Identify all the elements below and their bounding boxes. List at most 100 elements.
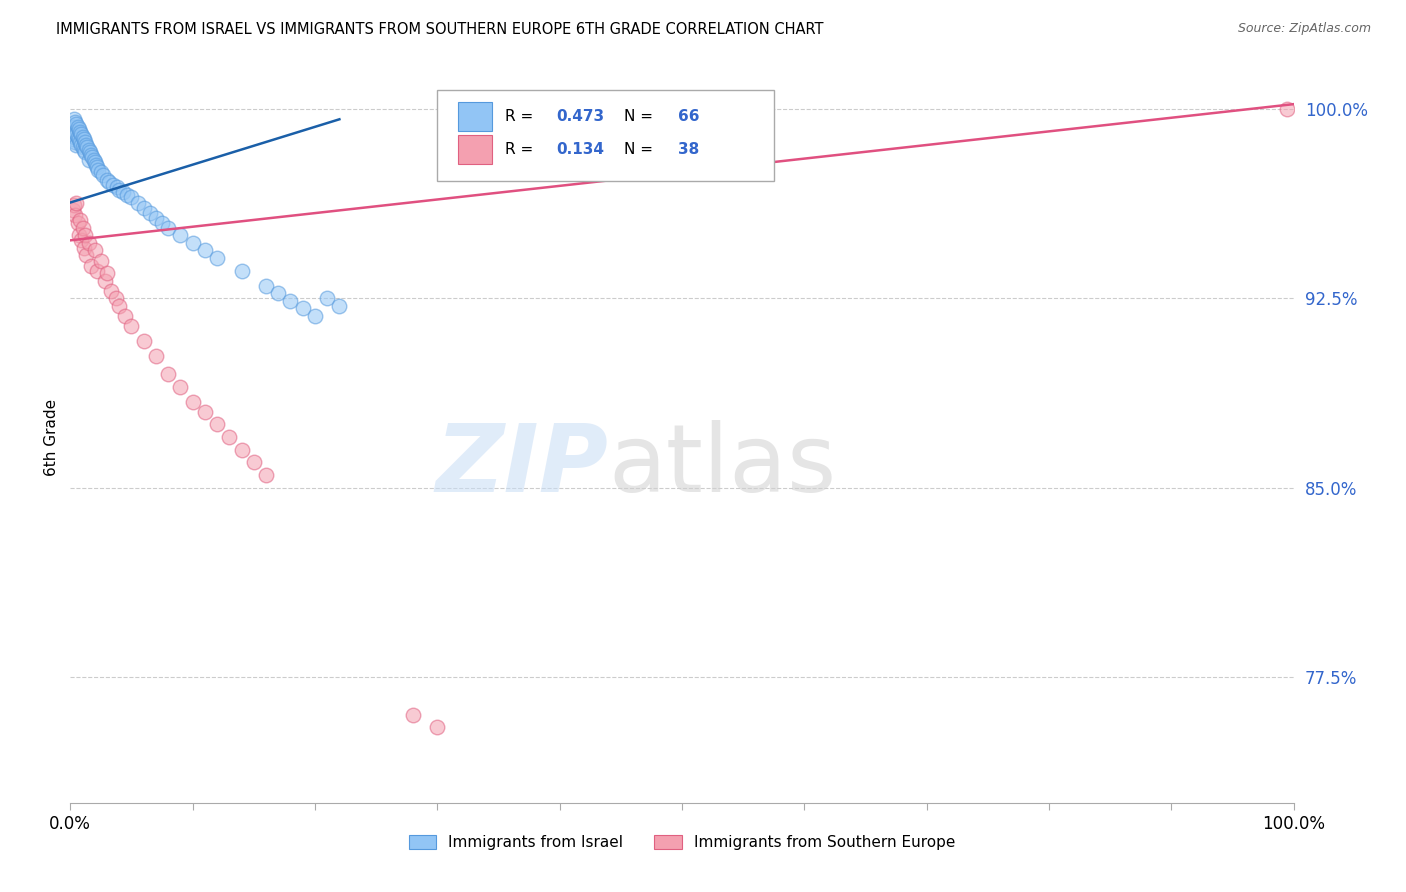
Point: [108, 183, 131, 197]
Point: [254, 467, 277, 482]
Point: [121, 319, 143, 334]
Point: [77, 153, 100, 167]
FancyBboxPatch shape: [458, 135, 492, 164]
Point: [73, 241, 96, 255]
Point: [67, 122, 90, 136]
Point: [243, 455, 266, 469]
Point: [218, 430, 240, 444]
Point: [157, 367, 180, 381]
Point: [169, 379, 191, 393]
Point: [157, 220, 180, 235]
Point: [105, 180, 128, 194]
Point: [63, 125, 86, 139]
Point: [75, 248, 97, 262]
Point: [280, 293, 302, 308]
Point: [73, 143, 96, 157]
Point: [231, 442, 253, 457]
Point: [65, 117, 87, 131]
Point: [83, 153, 105, 167]
Point: [73, 135, 96, 149]
Point: [83, 244, 105, 258]
Point: [73, 228, 96, 243]
Point: [70, 128, 93, 142]
Point: [132, 334, 155, 349]
Point: [63, 208, 86, 222]
Point: [426, 720, 449, 734]
Point: [316, 291, 339, 305]
Point: [139, 205, 162, 219]
Point: [67, 228, 90, 243]
Point: [121, 190, 143, 204]
FancyBboxPatch shape: [437, 90, 773, 181]
Point: [145, 350, 167, 364]
Point: [145, 211, 167, 225]
Point: [194, 244, 217, 258]
Point: [127, 195, 149, 210]
Point: [100, 284, 122, 298]
Point: [101, 178, 124, 192]
Text: R =: R =: [505, 109, 537, 124]
Point: [328, 299, 350, 313]
Point: [86, 263, 108, 277]
Text: IMMIGRANTS FROM ISRAEL VS IMMIGRANTS FROM SOUTHERN EUROPE 6TH GRADE CORRELATION : IMMIGRANTS FROM ISRAEL VS IMMIGRANTS FRO…: [56, 22, 824, 37]
Point: [87, 162, 110, 177]
Point: [72, 140, 94, 154]
Point: [63, 115, 86, 129]
Point: [72, 130, 94, 145]
Point: [194, 405, 217, 419]
Point: [205, 417, 228, 432]
Point: [62, 203, 84, 218]
Text: N =: N =: [624, 109, 658, 124]
Text: R =: R =: [505, 142, 537, 157]
Point: [69, 213, 91, 227]
Point: [62, 122, 84, 136]
Point: [63, 135, 86, 149]
Point: [181, 235, 204, 250]
Point: [231, 263, 253, 277]
Point: [67, 132, 90, 146]
Point: [90, 165, 112, 179]
Point: [84, 158, 107, 172]
Point: [86, 160, 108, 174]
Point: [80, 147, 103, 161]
Point: [69, 125, 91, 139]
Point: [108, 299, 131, 313]
Point: [82, 150, 104, 164]
Point: [267, 286, 290, 301]
Point: [98, 175, 121, 189]
Point: [69, 135, 91, 149]
Point: [66, 216, 89, 230]
Point: [77, 235, 100, 250]
Point: [96, 173, 118, 187]
Point: [80, 259, 103, 273]
Point: [72, 220, 94, 235]
Text: 0.473: 0.473: [555, 109, 605, 124]
Point: [205, 251, 228, 265]
Point: [1277, 102, 1299, 116]
Point: [96, 266, 118, 280]
Point: [77, 143, 100, 157]
Text: 0.134: 0.134: [555, 142, 605, 157]
Point: [91, 168, 114, 182]
FancyBboxPatch shape: [458, 102, 492, 131]
Point: [132, 201, 155, 215]
Point: [66, 120, 89, 134]
Text: N =: N =: [624, 142, 658, 157]
Point: [104, 291, 127, 305]
Point: [63, 130, 86, 145]
Point: [111, 186, 134, 200]
Text: 38: 38: [678, 142, 700, 157]
Point: [93, 274, 115, 288]
Y-axis label: 6th Grade: 6th Grade: [44, 399, 59, 475]
Point: [150, 216, 173, 230]
Text: ZIP: ZIP: [436, 420, 609, 512]
Point: [60, 128, 83, 142]
Point: [66, 130, 89, 145]
Legend: Immigrants from Israel, Immigrants from Southern Europe: Immigrants from Israel, Immigrants from …: [409, 835, 955, 850]
Point: [76, 140, 98, 154]
Point: [65, 195, 87, 210]
Point: [65, 128, 87, 142]
Point: [62, 132, 84, 146]
Text: Source: ZipAtlas.com: Source: ZipAtlas.com: [1237, 22, 1371, 36]
Point: [70, 233, 93, 247]
